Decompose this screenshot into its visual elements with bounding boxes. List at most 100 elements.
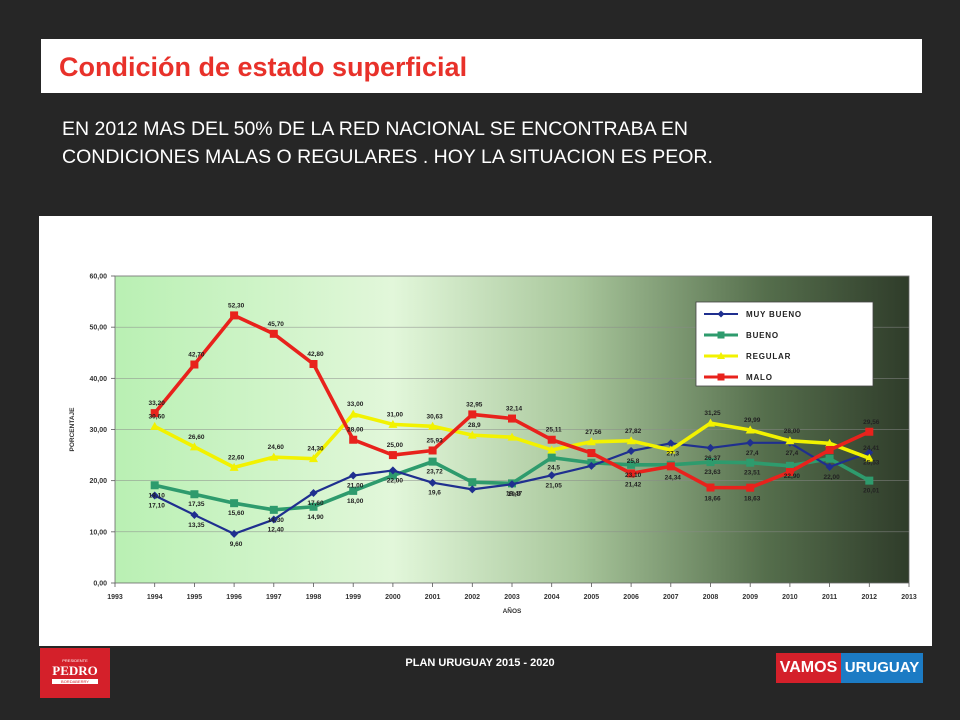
data-point [706, 418, 715, 427]
data-point [666, 462, 675, 471]
data-label: 30,63 [426, 413, 443, 420]
data-point [388, 471, 397, 480]
y-axis-title: PORCENTAJE [69, 407, 76, 452]
data-point [190, 490, 199, 499]
data-point [349, 435, 358, 444]
y-tick-label: 0,00 [93, 581, 107, 588]
data-label: 45,70 [268, 321, 285, 328]
y-tick-label: 30,00 [89, 427, 107, 434]
data-label: 21,05 [546, 482, 563, 489]
logo-uruguay-text: URUGUAY [841, 653, 923, 683]
data-label: 23,63 [704, 469, 721, 476]
data-point [587, 461, 596, 470]
data-label: 42,70 [188, 352, 205, 359]
slide-subtitle: EN 2012 MAS DEL 50% DE LA RED NACIONAL S… [62, 115, 912, 171]
data-point [785, 436, 795, 445]
chart-panel: 0,00 10,00 20,00 30,00 40,00 50,00 60,00 1993 19… [39, 216, 932, 646]
x-tick-label: 2005 [584, 594, 600, 601]
data-point [309, 360, 318, 369]
data-label: 28,9 [468, 422, 481, 429]
data-label: 28,00 [784, 428, 801, 435]
data-label: 25,53 [863, 460, 880, 467]
data-label: 23,10 [625, 472, 642, 479]
footer-text: PLAN URUGUAY 2015 - 2020 [405, 657, 555, 669]
data-point [388, 419, 398, 428]
data-point [785, 461, 794, 470]
data-point [269, 329, 278, 338]
series-regular [150, 409, 874, 471]
data-label: 9,60 [230, 541, 243, 548]
data-point [547, 453, 556, 462]
data-label: 42,80 [307, 351, 324, 358]
data-label: 13,35 [188, 522, 205, 529]
logo-name-text: PEDRO [52, 663, 98, 678]
data-label: 23,72 [426, 469, 443, 476]
data-point [666, 439, 675, 448]
data-point [467, 430, 477, 439]
x-tick-label: 1995 [187, 594, 203, 601]
logo-vamos-text: VAMOS [776, 653, 841, 683]
data-point [428, 478, 437, 487]
data-label: 17,35 [188, 501, 205, 508]
data-label: 27,56 [585, 429, 602, 436]
x-tick-label: 2006 [623, 594, 639, 601]
x-tick-label: 2000 [385, 594, 401, 601]
x-tick-label: 2010 [782, 594, 798, 601]
data-label: 19,10 [149, 492, 166, 499]
data-point [746, 483, 755, 492]
data-label: 12,40 [268, 527, 285, 534]
subtitle-line-2: CONDICIONES MALAS O REGULARES . HOY LA S… [62, 146, 713, 168]
y-tick-label: 20,00 [89, 478, 107, 485]
data-point [150, 481, 159, 490]
data-label: 27,82 [625, 428, 642, 435]
x-tick-label: 1999 [345, 594, 361, 601]
data-point [586, 437, 596, 446]
data-point [627, 460, 636, 469]
data-label: 31,00 [387, 411, 404, 418]
data-label: 33,20 [149, 400, 166, 407]
vamos-uruguay-logo: VAMOS URUGUAY [776, 653, 923, 683]
data-point [388, 451, 397, 460]
data-point [706, 483, 715, 492]
x-tick-label: 2012 [862, 594, 878, 601]
data-point [468, 478, 477, 487]
data-point [627, 469, 636, 478]
x-tick-label: 1997 [266, 594, 282, 601]
data-label: 17,10 [149, 503, 166, 510]
x-tick-label: 2004 [544, 594, 560, 601]
x-tick-label: 2003 [504, 594, 520, 601]
data-point [706, 458, 715, 467]
data-label: 33,00 [347, 401, 364, 408]
data-label: 18,00 [347, 498, 364, 505]
data-label: 23,51 [744, 470, 761, 477]
data-label: 14,30 [268, 517, 285, 524]
data-point [309, 454, 318, 463]
data-point [150, 409, 159, 418]
data-point [626, 436, 636, 445]
data-point [349, 471, 358, 480]
data-label: 24,34 [665, 474, 682, 481]
legend-label: MALO [746, 373, 773, 382]
data-point [825, 438, 835, 447]
data-label: 25,93 [426, 437, 443, 444]
y-tick-label: 50,00 [89, 325, 107, 332]
y-tick-label: 40,00 [89, 376, 107, 383]
data-label: 25,8 [627, 458, 640, 465]
x-tick-label: 2008 [703, 594, 719, 601]
data-point [428, 446, 437, 455]
data-label: 24,5 [547, 465, 560, 472]
subtitle-line-1: EN 2012 MAS DEL 50% DE LA RED NACIONAL S… [62, 118, 689, 140]
data-label: 22,00 [387, 477, 404, 484]
data-point [507, 432, 517, 441]
data-point [230, 499, 239, 508]
data-point [230, 529, 239, 538]
data-point [825, 462, 834, 471]
data-point [190, 360, 199, 369]
x-tick-label: 1994 [147, 594, 163, 601]
data-point [150, 491, 159, 500]
x-tick-label: 1993 [107, 594, 123, 601]
data-label: 19,6 [428, 490, 441, 497]
legend-box [695, 301, 874, 387]
data-label: 28,00 [347, 427, 364, 434]
data-label: 25,11 [546, 427, 562, 434]
